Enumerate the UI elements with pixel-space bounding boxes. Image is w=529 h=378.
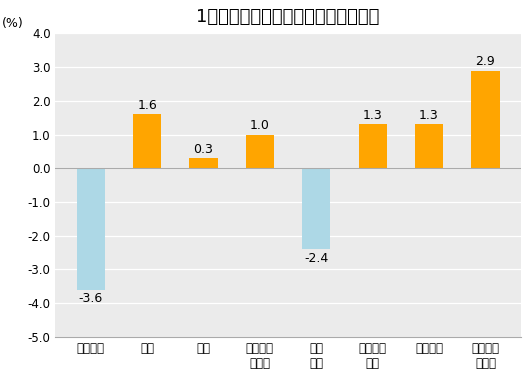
Bar	[415, 124, 443, 168]
Bar	[77, 168, 105, 290]
Bar	[246, 135, 274, 168]
Text: 1.0: 1.0	[250, 119, 270, 132]
Text: 1.6: 1.6	[137, 99, 157, 112]
Title: 1月份居民消费价格分类别同比涨跌幅: 1月份居民消费价格分类别同比涨跌幅	[196, 8, 380, 26]
Text: 1.3: 1.3	[419, 109, 439, 122]
Text: -2.4: -2.4	[304, 251, 329, 265]
Text: 0.3: 0.3	[194, 143, 213, 156]
Bar	[133, 114, 161, 168]
Bar	[359, 124, 387, 168]
Bar	[302, 168, 331, 249]
Text: 2.9: 2.9	[476, 55, 495, 68]
Text: -3.6: -3.6	[79, 292, 103, 305]
Text: 1.3: 1.3	[363, 109, 382, 122]
Bar	[189, 158, 217, 168]
Text: (%): (%)	[2, 17, 24, 30]
Bar	[471, 71, 499, 168]
